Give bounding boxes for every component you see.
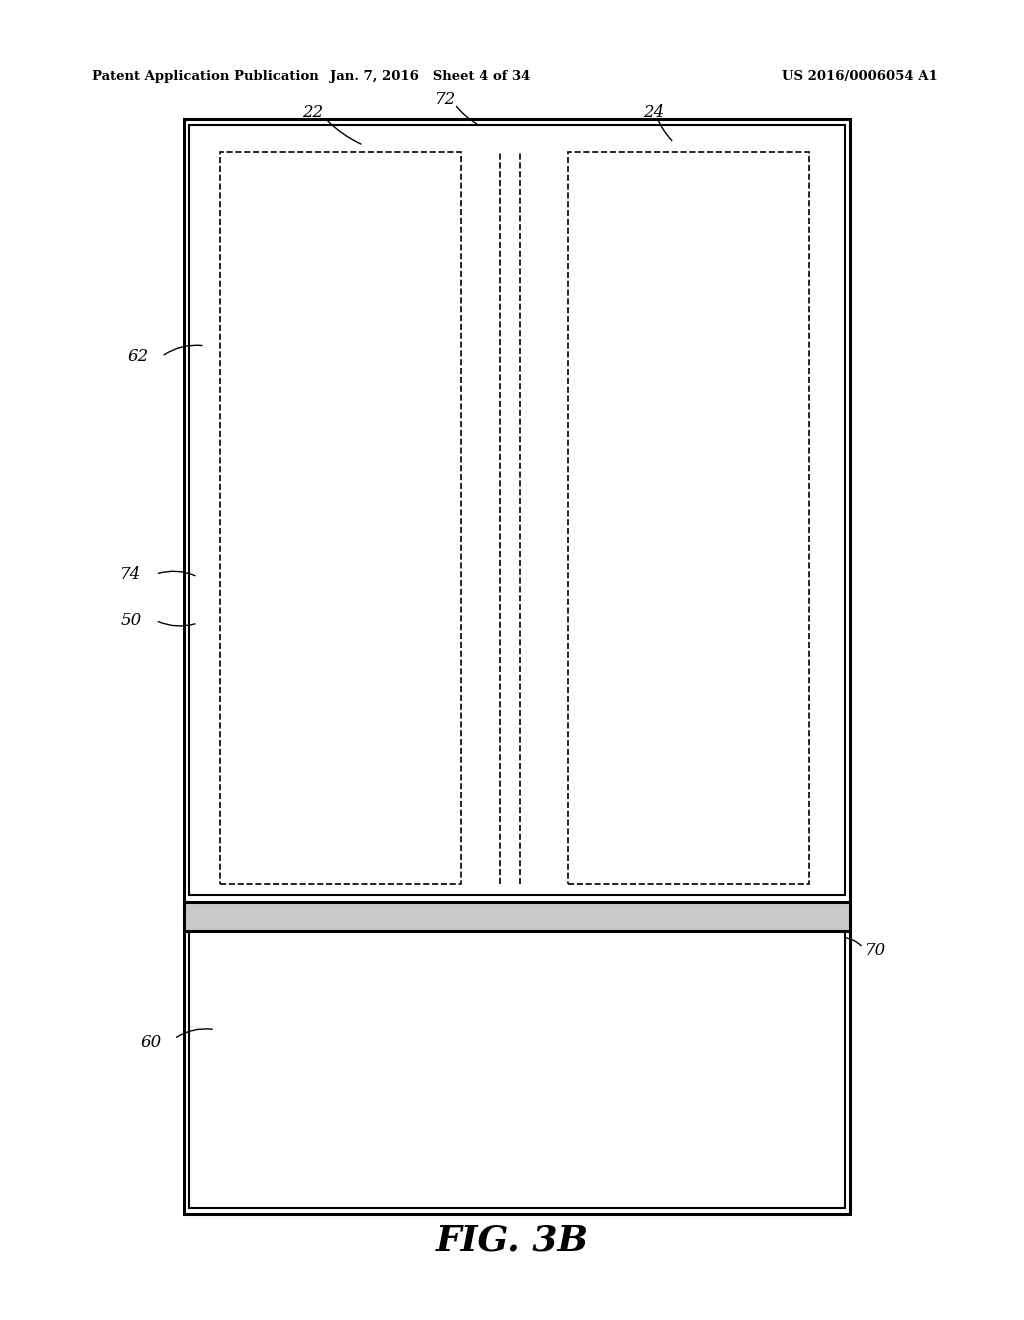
Text: Jan. 7, 2016   Sheet 4 of 34: Jan. 7, 2016 Sheet 4 of 34 <box>330 70 530 83</box>
Bar <box>184 119 850 1214</box>
Bar <box>184 902 850 931</box>
Text: 22: 22 <box>302 104 323 120</box>
Text: FIG. 3B: FIG. 3B <box>435 1224 589 1258</box>
Bar <box>220 152 461 884</box>
Text: 50: 50 <box>121 612 141 628</box>
Text: 74: 74 <box>121 566 141 582</box>
Text: 70: 70 <box>865 942 886 958</box>
Bar <box>568 152 809 884</box>
Text: US 2016/0006054 A1: US 2016/0006054 A1 <box>782 70 938 83</box>
Text: 62: 62 <box>128 348 148 364</box>
Text: Patent Application Publication: Patent Application Publication <box>92 70 318 83</box>
Text: 72: 72 <box>435 91 456 107</box>
Bar <box>189 125 845 895</box>
Text: 60: 60 <box>141 1035 162 1051</box>
Text: 24: 24 <box>643 104 664 120</box>
Bar <box>189 931 845 1208</box>
